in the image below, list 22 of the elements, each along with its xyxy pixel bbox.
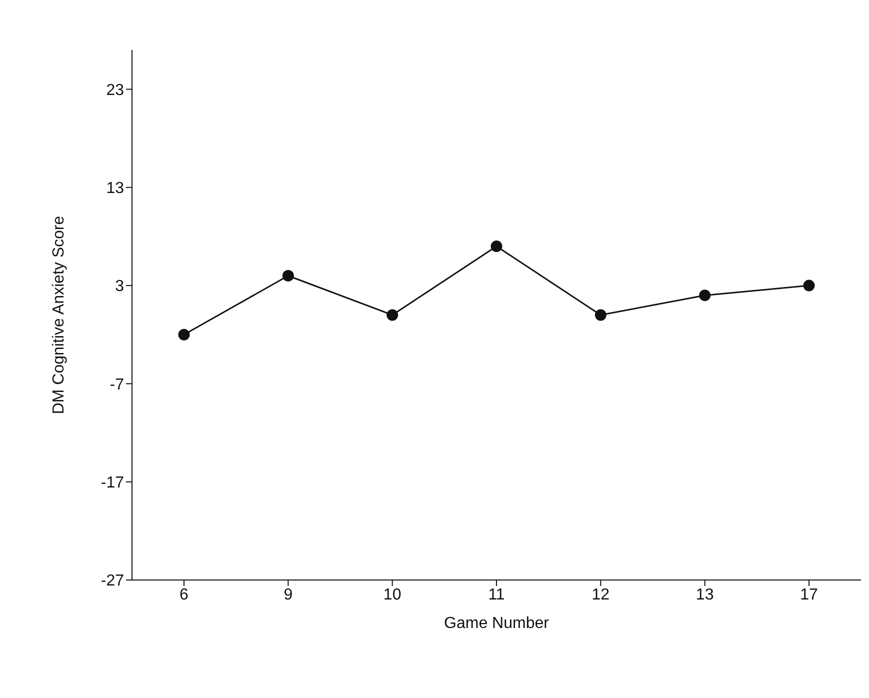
x-tick-label: 10 — [383, 586, 402, 604]
point — [178, 328, 190, 340]
y-tick-label: -27 — [100, 572, 124, 590]
y-tick-label: 3 — [115, 278, 124, 296]
x-tick-label: 13 — [696, 586, 714, 604]
y-tick-label: 23 — [106, 82, 124, 99]
x-tick-label: 12 — [592, 586, 610, 604]
point — [803, 280, 815, 292]
x-tick-label: 9 — [284, 586, 293, 604]
point — [490, 240, 502, 252]
x-axis-title: Game Number — [444, 615, 550, 632]
x-tick-label: 6 — [180, 586, 189, 604]
point — [282, 270, 294, 282]
point — [699, 290, 711, 302]
y-axis-title: DM Cognitive Anxiety Score — [50, 216, 68, 414]
y-tick-label: 13 — [106, 180, 124, 198]
point — [386, 309, 398, 321]
x-tick-label: 11 — [488, 586, 505, 604]
x-tick-label: 17 — [800, 586, 818, 604]
point — [594, 309, 606, 321]
y-tick-label: -7 — [110, 376, 124, 394]
y-tick-label: -17 — [100, 474, 124, 492]
